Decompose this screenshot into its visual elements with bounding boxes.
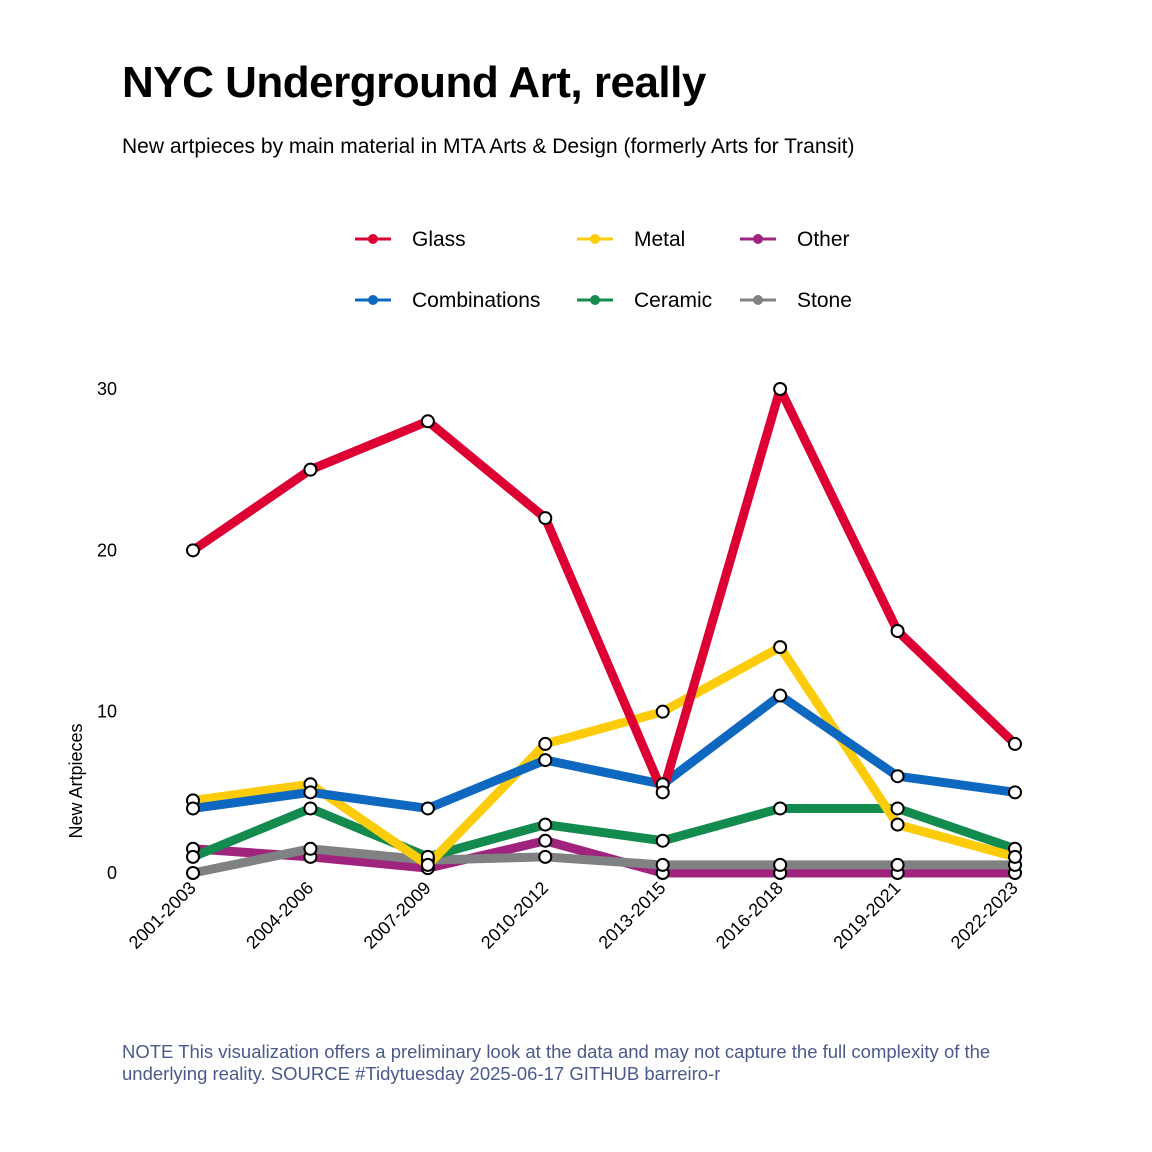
point-glass-2004-2006: [303, 462, 318, 477]
legend-swatch-dot: [753, 234, 763, 244]
legend-item-stone: Stone: [740, 289, 852, 312]
point-combinations-2022-2023: [1008, 785, 1022, 800]
y-tick-label-20: 20: [97, 540, 117, 560]
series-line-ceramic: [188, 803, 1020, 862]
x-axis: 2001-2003 2004-2006 2007-2009 2010-2012 2013…: [125, 878, 1022, 953]
point-ceramic-2004-2006: [303, 801, 318, 816]
point-metal-2013-2015: [655, 704, 670, 719]
y-axis: 0 10 20 30 New Artpieces: [66, 379, 117, 883]
point-ceramic-2001-2003: [186, 849, 200, 864]
point-stone-2001-2003: [186, 866, 200, 880]
point-glass-2007-2009: [420, 414, 435, 429]
series-line-glass: [188, 384, 1020, 797]
point-glass-2022-2023: [1008, 736, 1022, 751]
legend: Glass Metal Other Combinations Ceramic Stone: [355, 228, 852, 312]
point-glass-2013-2015: [655, 785, 670, 800]
legend-item-metal: Metal: [577, 228, 685, 251]
y-tick-label-10: 10: [97, 702, 117, 722]
legend-label-other: Other: [797, 228, 850, 251]
chart-caption: NOTE This visualization offers a prelimi…: [122, 1041, 1022, 1085]
point-ceramic-2013-2015: [655, 833, 670, 848]
legend-item-ceramic: Ceramic: [577, 289, 712, 312]
point-combinations-2007-2009: [420, 801, 435, 816]
x-tick-label-2004-2006: 2004-2006: [242, 878, 317, 953]
point-other-2010-2012: [538, 833, 553, 848]
x-tick-label-2022-2023: 2022-2023: [947, 878, 1022, 953]
point-stone-2016-2018: [773, 857, 788, 872]
point-glass-2001-2003: [186, 543, 200, 558]
source-label: SOURCE: [270, 1063, 350, 1084]
series-lines: [188, 384, 1020, 878]
legend-swatch-dot: [590, 295, 600, 305]
point-metal-2016-2018: [773, 640, 788, 655]
legend-swatch-dot: [590, 234, 600, 244]
point-combinations-2019-2021: [890, 769, 905, 784]
y-tick-label-30: 30: [97, 379, 117, 399]
point-ceramic-2016-2018: [773, 801, 788, 816]
legend-item-glass: Glass: [355, 228, 466, 251]
legend-label-glass: Glass: [412, 228, 466, 251]
point-metal-2022-2023: [1008, 849, 1022, 864]
x-tick-label-2010-2012: 2010-2012: [477, 878, 552, 953]
chart-title: NYC Underground Art, really: [122, 58, 706, 107]
point-metal-2007-2009: [420, 857, 435, 872]
x-tick-label-2019-2021: 2019-2021: [829, 878, 904, 953]
legend-item-combinations: Combinations: [355, 289, 540, 312]
point-combinations-2010-2012: [538, 753, 553, 768]
legend-label-metal: Metal: [634, 228, 685, 251]
legend-label-ceramic: Ceramic: [634, 289, 712, 312]
chart-subtitle: New artpieces by main material in MTA Ar…: [122, 135, 855, 158]
series-line-stone: [188, 844, 1020, 878]
point-stone-2010-2012: [538, 849, 553, 864]
note-label: NOTE: [122, 1041, 174, 1062]
y-tick-label-0: 0: [107, 863, 117, 883]
legend-swatch-dot: [368, 234, 378, 244]
point-stone-2013-2015: [655, 857, 670, 872]
note-text: This visualization offers a preliminary …: [122, 1041, 991, 1084]
point-glass-2010-2012: [538, 511, 553, 526]
series-line-combinations: [188, 691, 1020, 813]
point-metal-2019-2021: [890, 817, 905, 832]
series-points: [186, 382, 1022, 880]
point-combinations-2004-2006: [303, 785, 318, 800]
x-tick-label-2016-2018: 2016-2018: [712, 878, 787, 953]
x-tick-label-2007-2009: 2007-2009: [360, 878, 435, 953]
point-glass-2019-2021: [890, 624, 905, 638]
point-combinations-2016-2018: [773, 688, 788, 703]
point-ceramic-2010-2012: [538, 817, 553, 832]
point-glass-2016-2018: [773, 382, 788, 396]
legend-label-stone: Stone: [797, 289, 852, 312]
y-axis-label: New Artpieces: [66, 723, 86, 838]
point-ceramic-2019-2021: [890, 801, 905, 816]
point-stone-2004-2006: [303, 841, 318, 856]
x-tick-label-2013-2015: 2013-2015: [595, 878, 670, 953]
legend-label-combinations: Combinations: [412, 289, 540, 312]
legend-swatch-dot: [368, 295, 378, 305]
x-tick-label-2001-2003: 2001-2003: [125, 878, 200, 953]
legend-swatch-dot: [753, 295, 763, 305]
point-combinations-2001-2003: [186, 801, 200, 816]
point-stone-2019-2021: [890, 857, 905, 872]
source-text: #Tidytuesday 2025-06-17 GITHUB barreiro-…: [355, 1063, 721, 1084]
point-metal-2010-2012: [538, 736, 553, 751]
legend-item-other: Other: [740, 228, 850, 251]
